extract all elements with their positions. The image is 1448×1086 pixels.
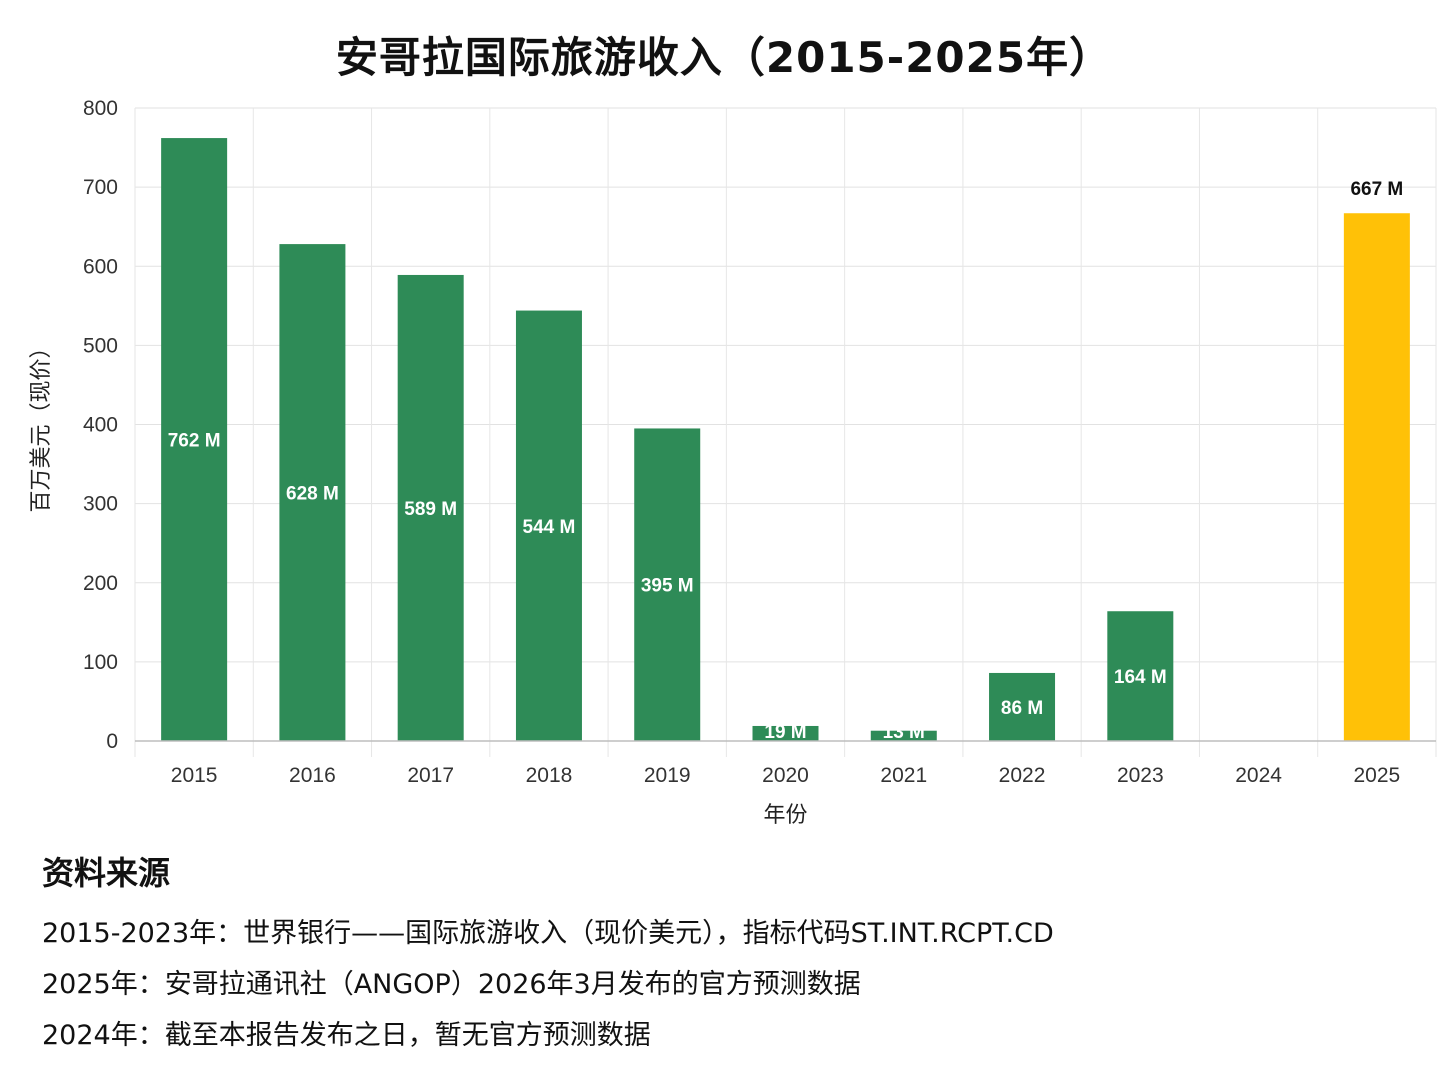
- x-tick-label: 2017: [407, 764, 454, 787]
- bar-value-label: 628 M: [286, 484, 339, 505]
- bar: [752, 725, 819, 741]
- bar-value-label: 762 M: [168, 431, 221, 452]
- bar-value-label: 13 M: [883, 722, 925, 743]
- y-tick-label: 300: [83, 493, 118, 516]
- bar-value-label: 86 M: [1001, 698, 1043, 719]
- y-tick-label: 500: [83, 334, 118, 357]
- y-tick-label: 700: [83, 176, 118, 199]
- bar-value-label: 544 M: [523, 517, 576, 538]
- bar-value-labels: 762 M 628 M 589 M 544 M 395 M 19 M 13 M 86 M 164…: [168, 179, 1404, 743]
- y-tick-label: 400: [83, 414, 118, 437]
- bar: [989, 672, 1056, 741]
- axes: 0 100 200 300 400 500 600 700 800 2015 2016 2017 201…: [83, 97, 1436, 787]
- bar-value-label: 19 M: [764, 722, 806, 743]
- bar: [870, 730, 937, 741]
- x-tick-label: 2024: [1235, 764, 1282, 787]
- x-tick-label: 2022: [999, 764, 1046, 787]
- bar-value-label: 667 M: [1350, 179, 1403, 200]
- bar: [1107, 611, 1174, 741]
- bar: [161, 138, 228, 741]
- x-tick-label: 2018: [526, 764, 573, 787]
- x-tick-label: 2020: [762, 764, 809, 787]
- x-tick-label: 2021: [880, 764, 927, 787]
- bar: [634, 428, 701, 741]
- y-tick-label: 100: [83, 651, 118, 674]
- x-tick-label: 2016: [289, 764, 336, 787]
- sources-section: 资料来源 2015-2023年：世界银行——国际旅游收入（现价美元），指标代码S…: [42, 848, 1422, 1061]
- bar: [279, 244, 346, 741]
- bar-value-label: 395 M: [641, 576, 694, 597]
- bar: [397, 274, 464, 741]
- y-tick-label: 800: [83, 97, 118, 120]
- bar: [515, 310, 582, 741]
- bar-value-label: 164 M: [1114, 667, 1167, 688]
- x-tick-label: 2019: [644, 764, 691, 787]
- x-axis-title: 年份: [763, 803, 807, 828]
- x-tick-label: 2015: [171, 764, 218, 787]
- source-line: 2024年：截至本报告发布之日，暂无官方预测数据: [42, 1020, 651, 1051]
- chart-title: 安哥拉国际旅游收入（2015-2025年）: [335, 33, 1113, 82]
- y-tick-label: 0: [106, 730, 118, 753]
- bar: [1343, 213, 1410, 741]
- x-tick-label: 2025: [1354, 764, 1401, 787]
- bar-chart: 0 100 200 300 400 500 600 700 800 2015 2016 2017 201…: [29, 97, 1437, 828]
- bar-value-label: 589 M: [404, 499, 457, 520]
- bars: [161, 138, 1410, 741]
- grid-lines: [134, 107, 1437, 757]
- y-axis-title: 百万美元（现价）: [29, 336, 54, 512]
- sources-title: 资料来源: [42, 854, 171, 892]
- x-tick-label: 2023: [1117, 764, 1164, 787]
- y-tick-label: 200: [83, 572, 118, 595]
- source-line: 2015-2023年：世界银行——国际旅游收入（现价美元），指标代码ST.INT…: [42, 918, 1054, 949]
- y-tick-label: 600: [83, 255, 118, 278]
- source-line: 2025年：安哥拉通讯社（ANGOP）2026年3月发布的官方预测数据: [42, 969, 861, 1000]
